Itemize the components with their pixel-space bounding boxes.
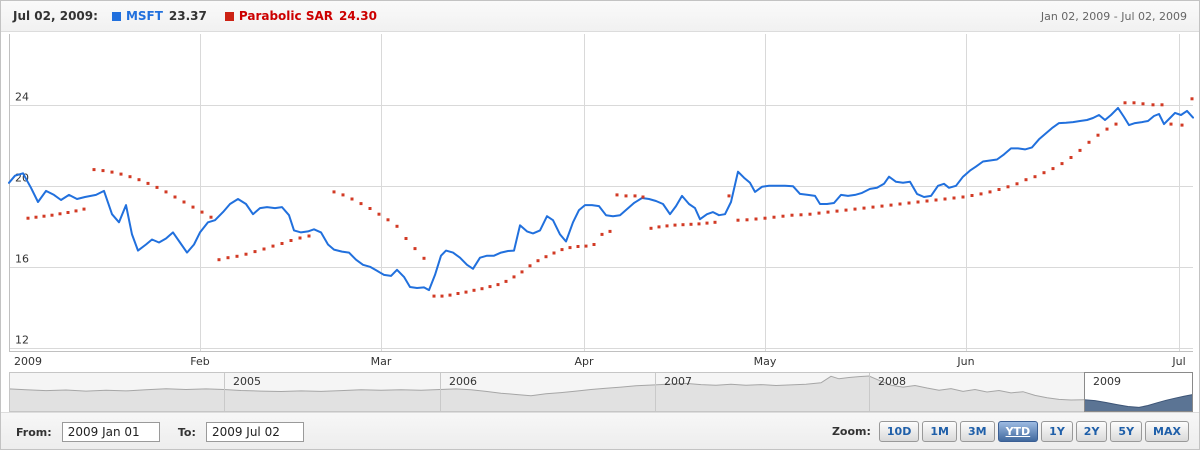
zoom-controls: Zoom: 10D 1M 3M YTD 1Y 2Y 5Y MAX: [827, 420, 1189, 442]
x-axis-tick-label: May: [754, 355, 777, 368]
zoom-button-1m[interactable]: 1M: [922, 421, 957, 442]
y-axis-tick-label: 24: [15, 91, 29, 104]
msft-price-line: [8, 106, 1194, 292]
navigator-series: [9, 375, 1084, 413]
x-axis-tick-label: Feb: [190, 355, 209, 368]
navigator-year-label: 2009: [1093, 375, 1121, 388]
plot-area[interactable]: [9, 34, 1193, 351]
x-axis-tick-label: Mar: [371, 355, 392, 368]
crosshair-date-label: Jul 02, 2009:: [13, 9, 98, 23]
sar-legend-name: Parabolic SAR: [238, 9, 333, 23]
navigator-year-label: 2006: [449, 375, 477, 388]
to-date-input[interactable]: [205, 421, 304, 442]
navigator-unselected-mask: [9, 372, 1084, 412]
zoom-button-3m[interactable]: 3M: [959, 421, 995, 442]
from-label: From:: [16, 425, 52, 439]
navigator-series-selected: [1084, 393, 1193, 413]
zoom-label: Zoom:: [831, 424, 871, 438]
y-axis-tick-label: 16: [15, 253, 29, 266]
zoom-button-2y[interactable]: 2Y: [1075, 421, 1108, 442]
zoom-button-1y[interactable]: 1Y: [1041, 421, 1073, 442]
navigator-year-label: 2005: [233, 375, 261, 388]
x-axis-tick-label: Jul: [1171, 355, 1185, 368]
x-axis-tick-label: Apr: [574, 355, 594, 368]
zoom-button-5y[interactable]: 5Y: [1110, 421, 1143, 442]
y-axis-tick-label: 12: [15, 334, 29, 347]
zoom-button-max[interactable]: MAX: [1145, 421, 1189, 442]
navigator-year-label: 2007: [664, 375, 692, 388]
x-axis-tick-label: 2009: [14, 355, 42, 368]
to-label: To:: [177, 425, 196, 439]
navigator-selection-handle[interactable]: [1084, 372, 1193, 412]
zoom-button-ytd[interactable]: YTD: [997, 421, 1039, 442]
parabolic-sar-dots: [26, 97, 1194, 298]
legend: Jul 02, 2009: MSFT 23.37 Parabolic SAR 2…: [13, 9, 377, 23]
chart-header: Jul 02, 2009: MSFT 23.37 Parabolic SAR 2…: [1, 1, 1199, 32]
msft-legend-value: 23.37: [168, 9, 207, 23]
date-range-label: Jan 02, 2009 - Jul 02, 2009: [1040, 9, 1187, 23]
from-date-input[interactable]: [61, 421, 160, 442]
navigator-year-label: 2008: [878, 375, 906, 388]
sar-legend-swatch-icon: [224, 11, 234, 21]
msft-legend-name: MSFT: [125, 9, 163, 23]
zoom-button-group: 10D 1M 3M YTD 1Y 2Y 5Y MAX: [876, 420, 1189, 442]
zoom-button-10d[interactable]: 10D: [878, 421, 920, 442]
x-axis-tick-label: Jun: [956, 355, 974, 368]
date-range-inputs: From: To:: [11, 421, 312, 442]
sar-legend-value: 24.30: [338, 9, 377, 23]
msft-legend-swatch-icon: [111, 11, 121, 21]
